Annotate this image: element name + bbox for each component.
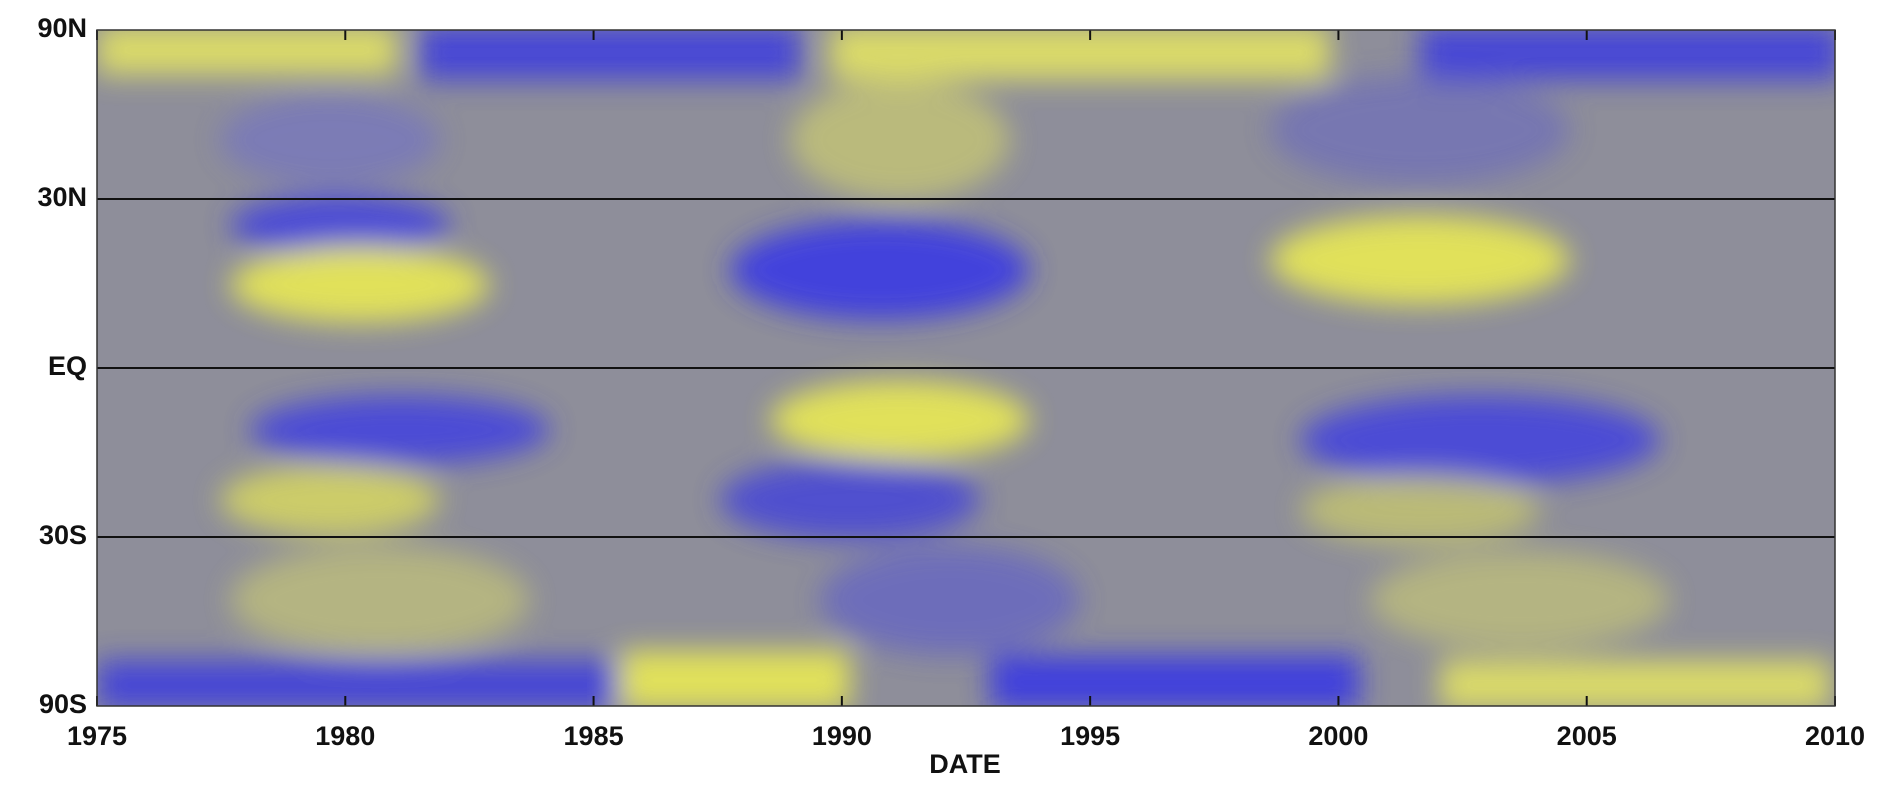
x-tick-label: 1980 [315, 721, 375, 751]
y-tick-label: 30N [37, 182, 87, 212]
x-tick-label: 1975 [67, 721, 127, 751]
x-tick-label: 2005 [1557, 721, 1617, 751]
plot-frame [96, 29, 1836, 707]
x-tick-label: 1985 [564, 721, 624, 751]
y-tick-label: 30S [39, 520, 87, 550]
x-tick-label: 1990 [812, 721, 872, 751]
x-tick-label: 2010 [1805, 721, 1865, 751]
y-tick-label: 90N [37, 13, 87, 43]
x-axis-label: DATE [929, 749, 1001, 779]
texture [97, 30, 1835, 706]
y-tick-label: 90S [39, 689, 87, 719]
x-tick-label: 2000 [1308, 721, 1368, 751]
x-tick-label: 1995 [1060, 721, 1120, 751]
y-tick-label: EQ [48, 351, 87, 381]
